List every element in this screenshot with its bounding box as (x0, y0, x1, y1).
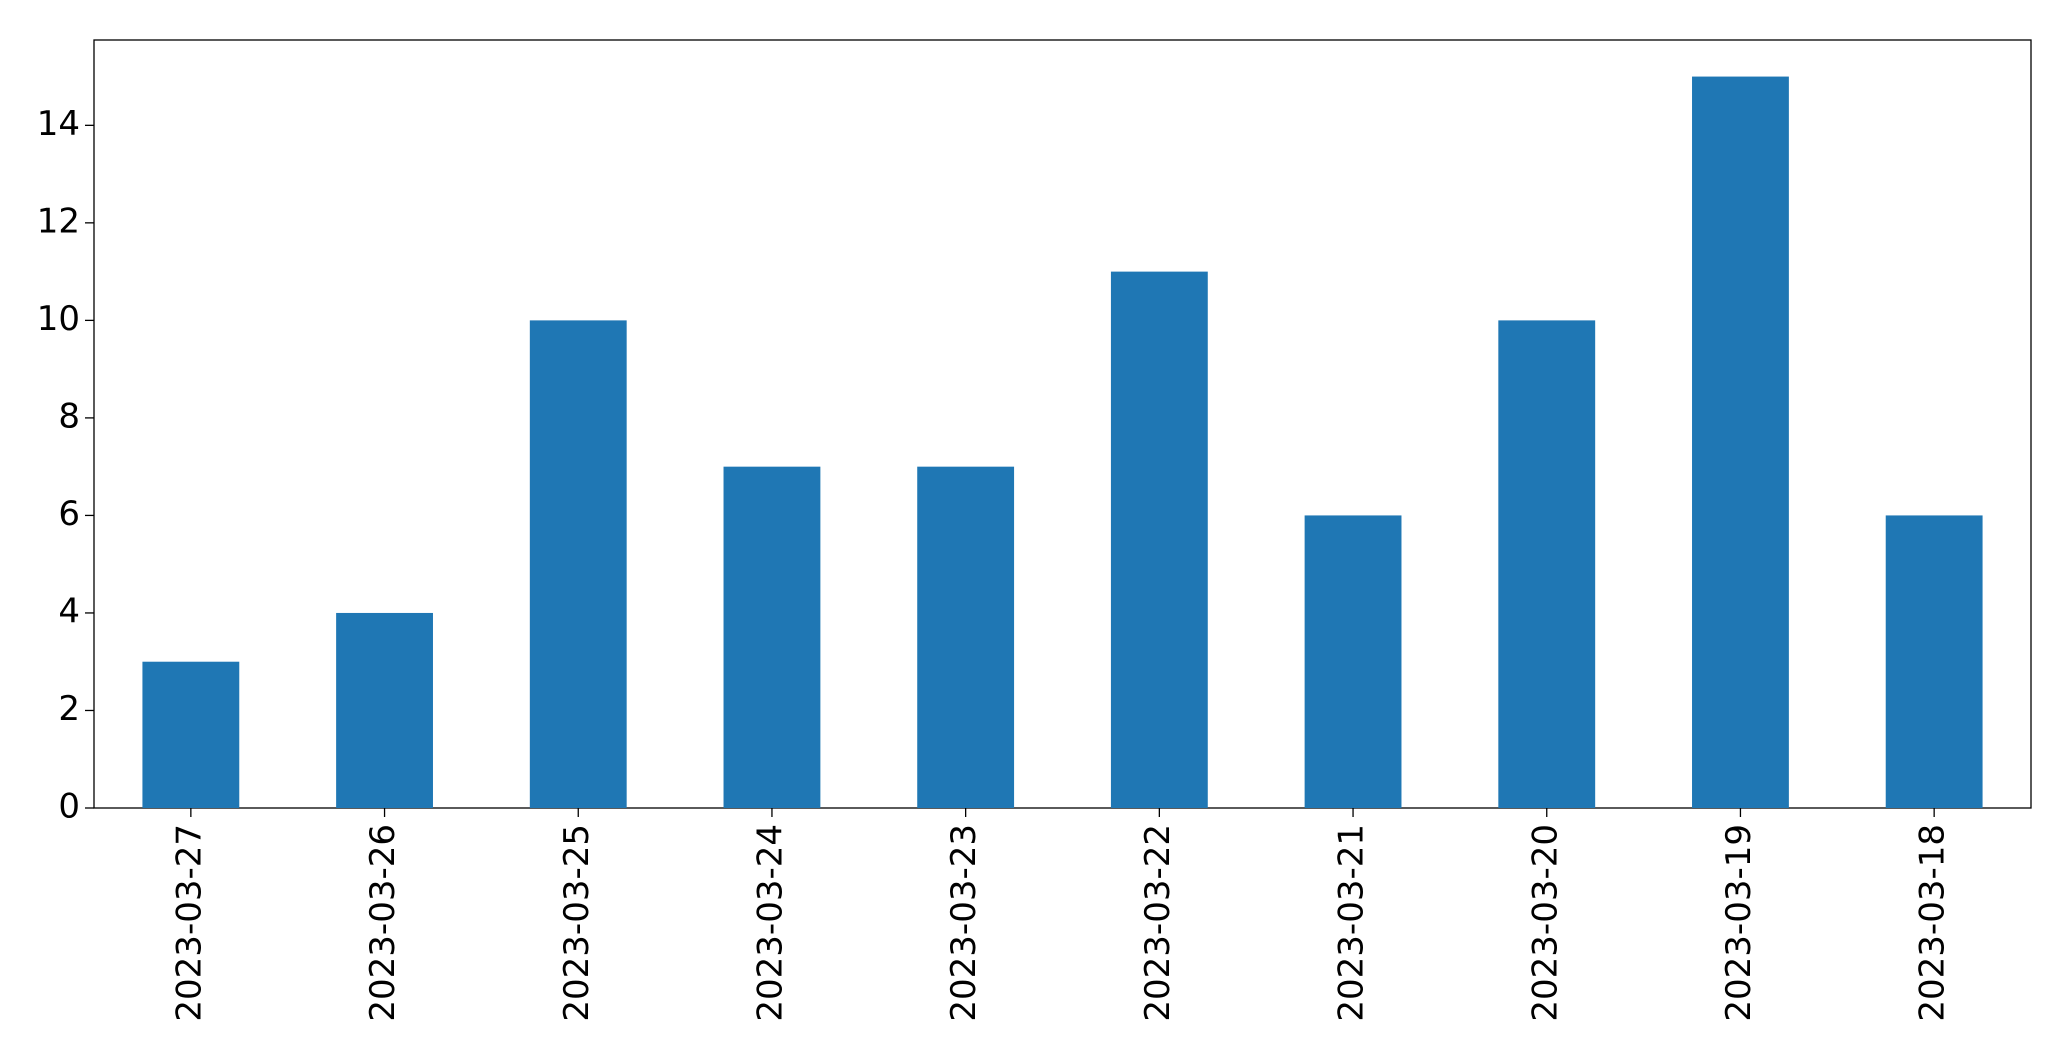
axes-frame (93, 39, 2032, 809)
bar (1110, 271, 1208, 809)
y-tick-label: 6 (58, 494, 80, 534)
y-tick-label: 8 (58, 396, 80, 436)
bar (723, 466, 821, 808)
bar (142, 661, 240, 808)
y-tick-label: 14 (37, 104, 80, 144)
bar (336, 612, 433, 808)
x-tick-label: 2023-03-23 (944, 824, 984, 1022)
y-tick-label: 4 (58, 591, 80, 631)
bar (529, 320, 627, 808)
x-tick-label: 2023-03-22 (1138, 824, 1178, 1022)
x-tick-label: 2023-03-18 (1913, 824, 1953, 1022)
x-tick-label: 2023-03-20 (1525, 824, 1565, 1022)
bar (1885, 515, 1983, 808)
x-tick-label: 2023-03-24 (750, 824, 790, 1022)
x-tick-label: 2023-03-19 (1719, 824, 1759, 1022)
y-tick-label: 10 (37, 299, 80, 339)
y-tick-label: 2 (58, 689, 80, 729)
y-tick-label: 0 (58, 787, 80, 827)
bar (1692, 76, 1789, 809)
x-tick-label: 2023-03-21 (1332, 824, 1372, 1022)
x-tick-label: 2023-03-25 (557, 824, 597, 1022)
bar (1304, 515, 1402, 808)
x-tick-label: 2023-03-27 (169, 824, 209, 1022)
y-tick-label: 12 (37, 201, 80, 241)
x-tick-label: 2023-03-26 (363, 824, 403, 1022)
bar (1498, 320, 1596, 808)
bar (917, 466, 1015, 808)
